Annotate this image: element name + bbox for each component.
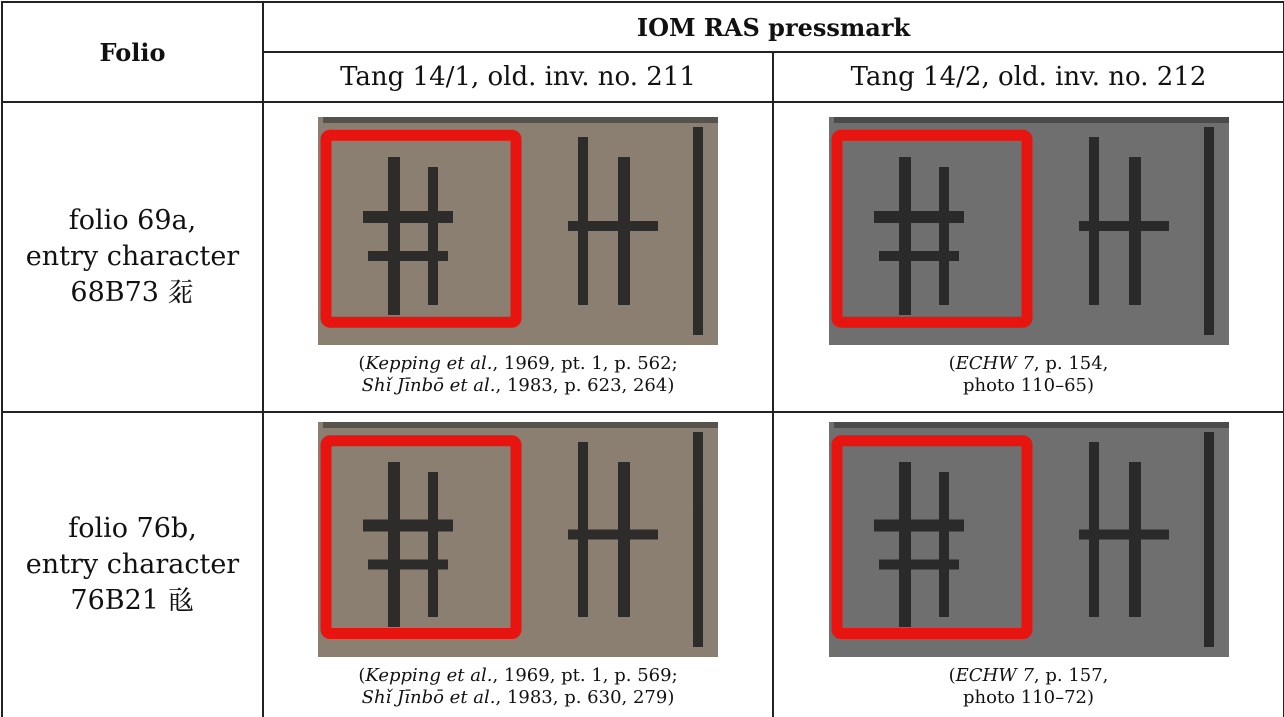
image-cell: (Kepping et al., 1969, pt. 1, p. 569;Shǐ…	[263, 412, 773, 717]
caption: (ECHW 7, p. 157,photo 110–72)	[949, 665, 1109, 709]
caption-line: Shǐ Jīnbō et al., 1983, p. 630, 279)	[358, 687, 677, 709]
caption-line: (ECHW 7, p. 157,	[949, 665, 1109, 687]
caption-text: Shǐ Jīnbō et al.	[362, 687, 496, 708]
column-header: Tang 14/2, old. inv. no. 212	[773, 52, 1284, 102]
caption: (Kepping et al., 1969, pt. 1, p. 569;Shǐ…	[358, 665, 677, 709]
caption-text: , 1969, pt. 1, p. 569;	[492, 665, 677, 686]
caption-line: photo 110–65)	[949, 375, 1109, 397]
folio-line: folio 76b,	[3, 511, 262, 547]
folio-line: entry character	[3, 239, 262, 275]
image-wrap: (ECHW 7, p. 154,photo 110–65)	[774, 117, 1283, 397]
caption-text: , 1983, p. 623, 264)	[496, 375, 675, 396]
caption-text: Shǐ Jīnbō et al.	[362, 375, 496, 396]
caption: (ECHW 7, p. 154,photo 110–65)	[949, 353, 1109, 397]
caption-text: , 1969, pt. 1, p. 562;	[492, 353, 677, 374]
folio-line: 76B21 𗷡	[3, 583, 262, 619]
image-wrap: (ECHW 7, p. 157,photo 110–72)	[774, 422, 1283, 709]
image-cell: (ECHW 7, p. 154,photo 110–65)	[773, 102, 1284, 412]
image-cell: (Kepping et al., 1969, pt. 1, p. 562;Shǐ…	[263, 102, 773, 412]
page: {"table":{ "header":{"folio":"Folio","pr…	[0, 0, 1284, 717]
caption-text: Kepping et al.	[365, 353, 492, 374]
header-pressmark: IOM RAS pressmark	[263, 2, 1284, 52]
folio-line: folio 69a,	[3, 203, 262, 239]
caption-text: photo 110–65)	[963, 375, 1094, 396]
column-header: Tang 14/1, old. inv. no. 211	[263, 52, 773, 102]
folio-line: entry character	[3, 547, 262, 583]
header-folio: Folio	[2, 2, 263, 102]
pressmark-table: Folio IOM RAS pressmark Tang 14/1, old. …	[1, 1, 1284, 717]
image-wrap: (Kepping et al., 1969, pt. 1, p. 569;Shǐ…	[264, 422, 772, 709]
caption-text: ECHW 7	[956, 353, 1034, 374]
manuscript-photo	[829, 117, 1229, 345]
caption-text: ECHW 7	[956, 665, 1034, 686]
caption-line: photo 110–72)	[949, 687, 1109, 709]
folio-line: 68B73 𗳛	[3, 275, 262, 311]
caption: (Kepping et al., 1969, pt. 1, p. 562;Shǐ…	[358, 353, 677, 397]
caption-text: photo 110–72)	[963, 687, 1094, 708]
caption-text: , 1983, p. 630, 279)	[496, 687, 675, 708]
manuscript-photo	[829, 422, 1229, 657]
manuscript-photo	[318, 117, 718, 345]
image-cell: (ECHW 7, p. 157,photo 110–72)	[773, 412, 1284, 717]
caption-line: Shǐ Jīnbō et al., 1983, p. 623, 264)	[358, 375, 677, 397]
caption-line: (Kepping et al., 1969, pt. 1, p. 562;	[358, 353, 677, 375]
caption-text: (	[949, 665, 956, 686]
image-wrap: (Kepping et al., 1969, pt. 1, p. 562;Shǐ…	[264, 117, 772, 397]
caption-text: , p. 157,	[1034, 665, 1109, 686]
caption-text: , p. 154,	[1034, 353, 1109, 374]
caption-text: Kepping et al.	[365, 665, 492, 686]
manuscript-photo	[318, 422, 718, 657]
caption-line: (ECHW 7, p. 154,	[949, 353, 1109, 375]
caption-line: (Kepping et al., 1969, pt. 1, p. 569;	[358, 665, 677, 687]
caption-text: (	[949, 353, 956, 374]
